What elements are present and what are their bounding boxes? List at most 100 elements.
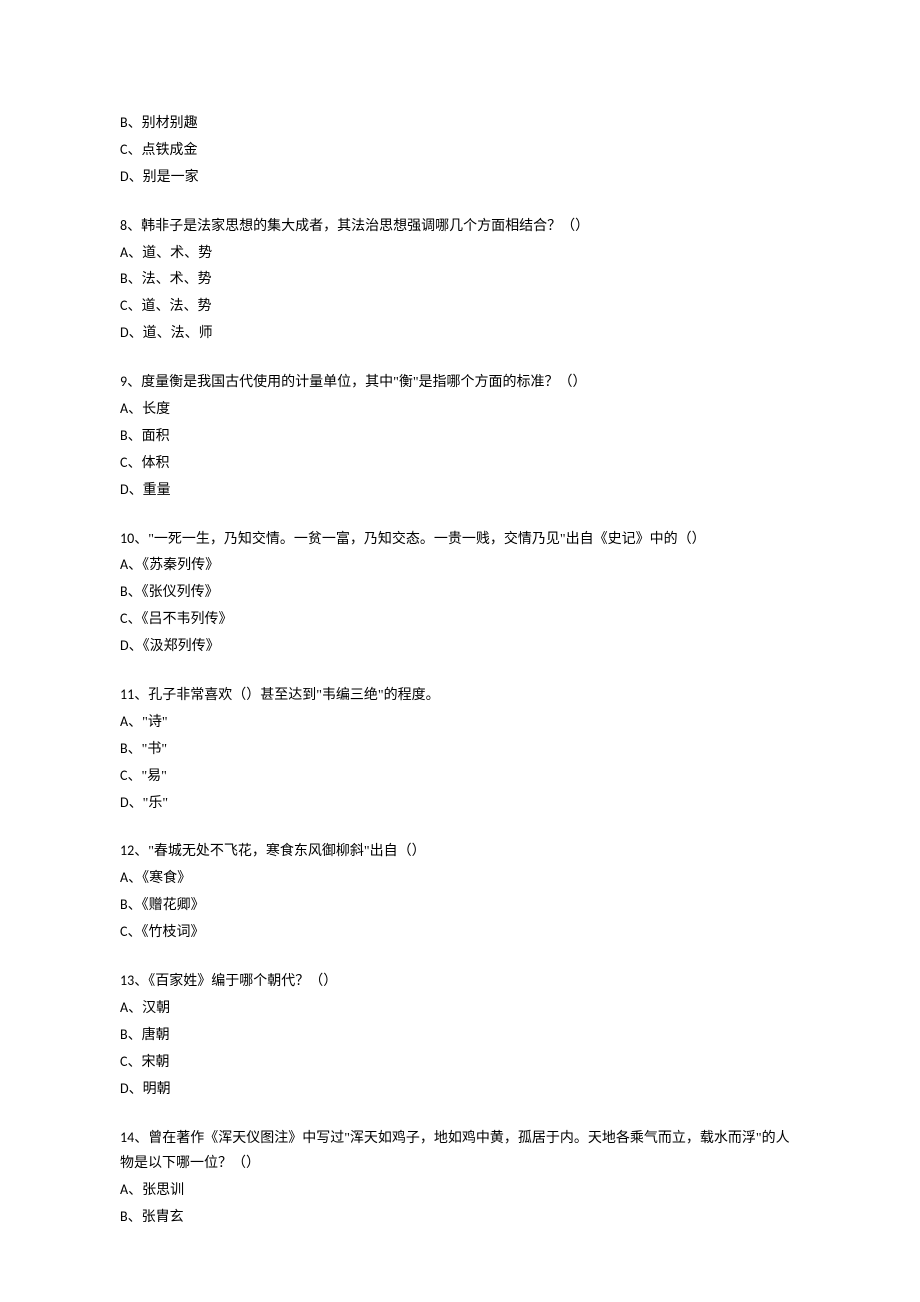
option-3: D、"乐" (120, 790, 800, 817)
question-number: 9、 (120, 373, 141, 390)
option-text: 道、法、势 (141, 299, 211, 314)
option-label: D、 (120, 637, 143, 654)
question-number: 11、 (120, 686, 148, 703)
option-label: B、 (120, 1026, 142, 1043)
option-label: B、 (120, 114, 142, 131)
option-label: D、 (120, 324, 143, 341)
option-text: "易" (141, 769, 166, 784)
question-14: 14、曾在著作《浑天仪图注》中写过"浑天如鸡子，地如鸡中黄，孤居于内。天地各乘气… (120, 1125, 800, 1232)
option-label: B、 (120, 1208, 142, 1225)
option-0: A、汉朝 (120, 995, 800, 1022)
option-label: C、 (120, 767, 141, 784)
option-0: A、长度 (120, 396, 800, 423)
option-text: 点铁成金 (141, 143, 197, 158)
question-12: 12、"春城无处不飞花，寒食东风御柳斜"出自（）A、《寒食》B、《赠花卿》C、《… (120, 838, 800, 946)
option-text: 道、术、势 (142, 246, 212, 261)
option-label: D、 (120, 794, 143, 811)
option-text: 《吕不韦列传》 (141, 612, 232, 627)
option-2: C、《竹枝词》 (120, 919, 800, 946)
option-label: B、 (120, 270, 142, 287)
question-9: 9、度量衡是我国古代使用的计量单位，其中"衡"是指哪个方面的标准？（）A、长度B… (120, 369, 800, 503)
option-text: 别是一家 (143, 170, 199, 185)
question-stem-text: "一死一生，乃知交情。一贫一富，乃知交态。一贵一贱，交情乃见"出自《史记》中的（… (148, 532, 705, 547)
question-number: 13、 (120, 972, 148, 989)
option-label: B、 (120, 583, 142, 600)
option-text: 《汲郑列传》 (143, 639, 220, 654)
option-text: "书" (142, 742, 167, 757)
orphan-option-0: B、别材别趣 (120, 110, 800, 137)
option-2: C、"易" (120, 763, 800, 790)
question-11: 11、孔子非常喜欢（）甚至达到"韦编三绝"的程度。A、"诗"B、"书"C、"易"… (120, 682, 800, 816)
option-text: 道、法、师 (143, 326, 213, 341)
option-text: "诗" (142, 715, 167, 730)
option-1: B、法、术、势 (120, 266, 800, 293)
option-text: 《张仪列传》 (142, 585, 219, 600)
question-stem-text: 曾在著作《浑天仪图注》中写过"浑天如鸡子，地如鸡中黄，孤居于内。天地各乘气而立，… (120, 1131, 790, 1172)
option-0: A、张思训 (120, 1177, 800, 1204)
question-13: 13、《百家姓》编于哪个朝代？（）A、汉朝B、唐朝C、宋朝D、明朝 (120, 968, 800, 1102)
option-3: D、道、法、师 (120, 320, 800, 347)
option-label: C、 (120, 923, 141, 940)
option-1: B、张胄玄 (120, 1204, 800, 1231)
option-2: C、宋朝 (120, 1049, 800, 1076)
option-label: C、 (120, 454, 141, 471)
option-label: B、 (120, 427, 142, 444)
option-label: A、 (120, 400, 142, 417)
option-1: B、面积 (120, 423, 800, 450)
option-label: B、 (120, 896, 142, 913)
document-content: B、别材别趣C、点铁成金D、别是一家8、韩非子是法家思想的集大成者，其法治思想强… (120, 110, 800, 1231)
option-label: D、 (120, 168, 143, 185)
option-text: 重量 (143, 483, 171, 498)
option-text: 别材别趣 (142, 116, 198, 131)
option-label: B、 (120, 740, 142, 757)
question-stem-text: 《百家姓》编于哪个朝代？（） (148, 974, 337, 989)
question-stem: 14、曾在著作《浑天仪图注》中写过"浑天如鸡子，地如鸡中黄，孤居于内。天地各乘气… (120, 1125, 800, 1178)
question-stem: 11、孔子非常喜欢（）甚至达到"韦编三绝"的程度。 (120, 682, 800, 709)
option-1: B、"书" (120, 736, 800, 763)
option-text: 长度 (142, 402, 170, 417)
option-label: C、 (120, 141, 141, 158)
option-label: A、 (120, 1181, 142, 1198)
question-stem-text: 韩非子是法家思想的集大成者，其法治思想强调哪几个方面相结合？（） (141, 219, 589, 234)
question-stem: 12、"春城无处不飞花，寒食东风御柳斜"出自（） (120, 838, 800, 865)
orphan-option-2: D、别是一家 (120, 164, 800, 191)
question-stem-text: 孔子非常喜欢（）甚至达到"韦编三绝"的程度。 (148, 688, 439, 703)
option-text: 汉朝 (142, 1001, 170, 1016)
option-text: "乐" (143, 796, 168, 811)
option-text: 张思训 (142, 1183, 184, 1198)
option-3: D、《汲郑列传》 (120, 633, 800, 660)
option-text: 《竹枝词》 (141, 925, 204, 940)
option-text: 唐朝 (142, 1028, 170, 1043)
option-0: A、《苏秦列传》 (120, 552, 800, 579)
question-number: 14、 (120, 1129, 148, 1146)
question-stem: 9、度量衡是我国古代使用的计量单位，其中"衡"是指哪个方面的标准？（） (120, 369, 800, 396)
option-label: A、 (120, 713, 142, 730)
question-number: 12、 (120, 842, 148, 859)
option-text: 《寒食》 (142, 871, 191, 886)
option-text: 面积 (142, 429, 170, 444)
option-0: A、"诗" (120, 709, 800, 736)
option-label: D、 (120, 481, 143, 498)
option-label: A、 (120, 869, 142, 886)
option-label: C、 (120, 1053, 141, 1070)
option-label: A、 (120, 244, 142, 261)
option-3: D、重量 (120, 477, 800, 504)
question-stem-text: "春城无处不飞花，寒食东风御柳斜"出自（） (148, 844, 425, 859)
option-0: A、《寒食》 (120, 865, 800, 892)
option-label: D、 (120, 1080, 143, 1097)
option-label: C、 (120, 297, 141, 314)
option-1: B、唐朝 (120, 1022, 800, 1049)
question-stem: 13、《百家姓》编于哪个朝代？（） (120, 968, 800, 995)
question-10: 10、"一死一生，乃知交情。一贫一富，乃知交态。一贵一贱，交情乃见"出自《史记》… (120, 526, 800, 660)
option-text: 《苏秦列传》 (142, 558, 219, 573)
option-2: C、《吕不韦列传》 (120, 606, 800, 633)
orphan-options: B、别材别趣C、点铁成金D、别是一家 (120, 110, 800, 191)
option-3: D、明朝 (120, 1076, 800, 1103)
option-text: 法、术、势 (142, 272, 212, 287)
option-label: C、 (120, 610, 141, 627)
option-text: 张胄玄 (142, 1210, 184, 1225)
question-number: 10、 (120, 530, 148, 547)
option-text: 《赠花卿》 (142, 898, 205, 913)
option-text: 明朝 (143, 1082, 171, 1097)
option-2: C、体积 (120, 450, 800, 477)
